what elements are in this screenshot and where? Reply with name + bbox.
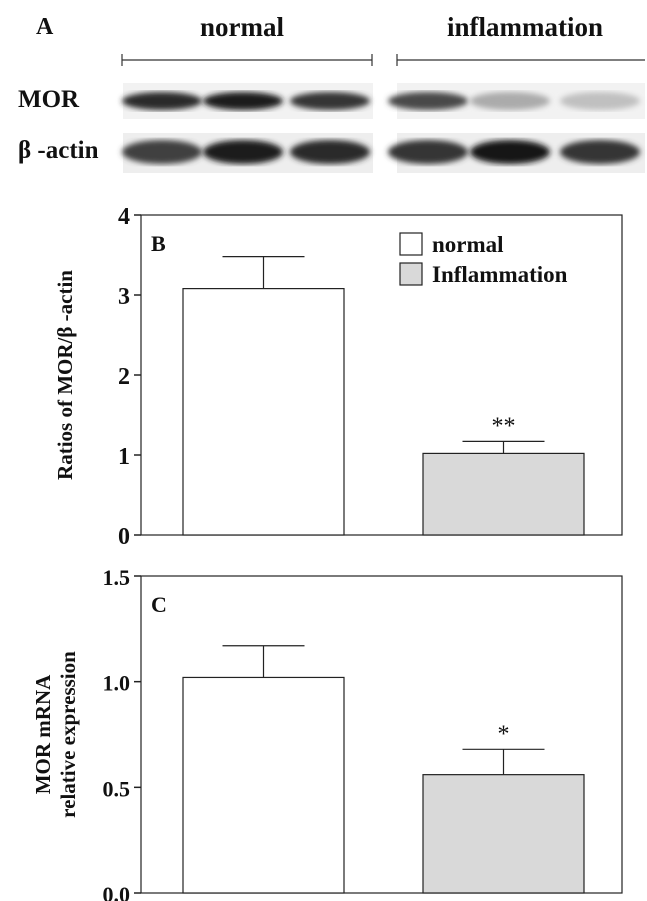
row-label-mor: MOR — [18, 86, 80, 113]
y-tick-label: 1.5 — [103, 565, 131, 590]
band-mor-normal-3 — [290, 92, 370, 110]
chart-b: 0 1 2 3 4 Ratios of MOR/β -actin B ** normal Infl… — [53, 204, 623, 545]
chart-c: 0.0 0.5 1.0 1.5 MOR mRNA relative expression C… — [31, 565, 623, 901]
band-actin-normal-3 — [290, 140, 370, 164]
legend-swatch — [399, 262, 423, 286]
band-actin-normal-2 — [203, 140, 283, 164]
legend-label: normal — [432, 232, 504, 257]
row-label-actin: β -actin — [18, 137, 99, 164]
band-mor-normal-1 — [122, 92, 202, 110]
panel-a-letter: A — [36, 14, 54, 40]
y-tick-label: 3 — [118, 284, 130, 310]
band-actin-inflammation-2 — [470, 140, 550, 164]
bracket-normal — [121, 54, 373, 66]
y-tick-label: 4 — [118, 204, 130, 230]
group-label-normal: normal — [200, 12, 284, 42]
band-mor-inflammation-1 — [388, 92, 468, 110]
legend-swatch — [399, 232, 423, 256]
legend-label: Inflammation — [432, 262, 568, 287]
y-tick-label: 2 — [118, 364, 130, 390]
plot-frame — [140, 575, 623, 894]
significance-marker: * — [498, 721, 510, 747]
bar-inflammation — [422, 452, 585, 536]
panel-letter: B — [151, 231, 166, 256]
y-tick-label: 0.0 — [103, 882, 131, 901]
bar-normal — [182, 287, 345, 536]
band-mor-inflammation-3 — [560, 92, 640, 110]
group-label-inflammation: inflammation — [447, 12, 604, 42]
y-tick-label: 0.5 — [103, 776, 131, 801]
panel-letter: C — [151, 592, 167, 617]
bar-normal — [182, 676, 345, 894]
y-tick-label: 1 — [118, 444, 130, 470]
band-mor-normal-2 — [203, 92, 283, 110]
bracket-inflammation — [396, 54, 645, 66]
y-tick-label: 0 — [118, 524, 130, 545]
blot-image — [122, 83, 645, 173]
y-axis-label: Ratios of MOR/β -actin — [53, 270, 77, 480]
band-actin-inflammation-1 — [388, 140, 468, 164]
significance-marker: ** — [492, 413, 516, 439]
band-actin-inflammation-3 — [560, 140, 640, 164]
band-actin-normal-1 — [122, 140, 202, 164]
y-axis-label: MOR mRNA — [31, 674, 55, 794]
y-tick-label: 1.0 — [103, 671, 131, 696]
band-mor-inflammation-2 — [470, 92, 550, 110]
blot-brackets — [121, 54, 645, 66]
y-axis-label: relative expression — [56, 651, 80, 818]
bar-inflammation — [422, 774, 585, 894]
